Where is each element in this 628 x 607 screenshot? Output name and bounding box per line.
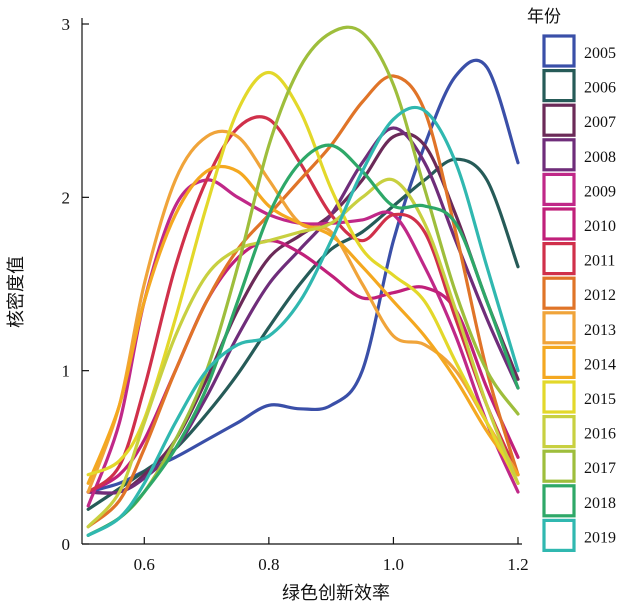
legend-title: 年份	[527, 7, 561, 27]
x-tick-label: 0.8	[258, 555, 279, 574]
x-axis-title: 绿色创新效率	[282, 583, 390, 604]
legend-swatch-2009	[542, 172, 576, 206]
legend-label-2019: 2019	[584, 529, 616, 546]
legend-label-2011: 2011	[584, 253, 615, 270]
legend-label-2014: 2014	[584, 356, 616, 373]
legend: 2005 2006 2007 2008 2009 2010 2011 2012 2013 2014…	[542, 34, 616, 553]
legend-label-2008: 2008	[584, 149, 616, 166]
y-tick-label: 0	[62, 535, 71, 554]
legend-label-2012: 2012	[584, 287, 616, 304]
legend-swatch-2014	[542, 345, 576, 379]
legend-swatch-2019	[542, 518, 576, 553]
legend-label-2007: 2007	[584, 114, 616, 131]
legend-label-2018: 2018	[584, 495, 616, 512]
legend-swatch-2016	[542, 415, 576, 449]
series-line-2011	[86, 115, 520, 494]
legend-swatch-2015	[542, 380, 576, 414]
x-tick-label: 0.6	[134, 555, 155, 574]
legend-label-2017: 2017	[584, 460, 616, 477]
legend-label-2006: 2006	[584, 80, 616, 97]
legend-swatch-2008	[542, 138, 576, 172]
y-tick-label: 1	[62, 362, 71, 381]
y-tick-label: 2	[62, 188, 71, 207]
series-line-2019	[86, 105, 520, 537]
legend-swatch-2018	[542, 484, 576, 518]
legend-swatch-2017	[542, 449, 576, 483]
legend-label-2013: 2013	[584, 322, 616, 339]
legend-label-2016: 2016	[584, 426, 616, 443]
series-line-2008	[86, 126, 520, 495]
series-line-2017	[86, 25, 520, 537]
legend-label-2005: 2005	[584, 45, 616, 62]
legend-swatch-2012	[542, 276, 576, 310]
series-line-2016	[86, 177, 520, 529]
y-tick-label: 3	[62, 15, 71, 34]
x-tick-label: 1.2	[507, 555, 528, 574]
legend-swatch-2006	[542, 68, 576, 103]
legend-label-2009: 2009	[584, 183, 616, 200]
legend-swatch-2010	[542, 207, 576, 241]
series-line-2012	[86, 74, 520, 529]
series-line-2007	[86, 131, 520, 495]
legend-swatch-2007	[542, 103, 576, 137]
axes-layer	[81, 18, 522, 545]
y-axis-title: 核密度值	[6, 256, 27, 328]
legend-swatch-2013	[542, 311, 576, 345]
series-line-2014	[86, 164, 520, 485]
legend-label-2010: 2010	[584, 218, 616, 235]
legend-swatch-2005	[542, 34, 576, 68]
series-line-2018	[86, 143, 520, 537]
x-tick-label: 1.0	[383, 555, 404, 574]
ticks-layer: 0 1 2 3 0.6 0.8 1.0 1.2	[62, 15, 529, 574]
series-layer	[86, 25, 520, 537]
legend-swatch-2011	[542, 242, 576, 276]
legend-label-2015: 2015	[584, 391, 616, 408]
